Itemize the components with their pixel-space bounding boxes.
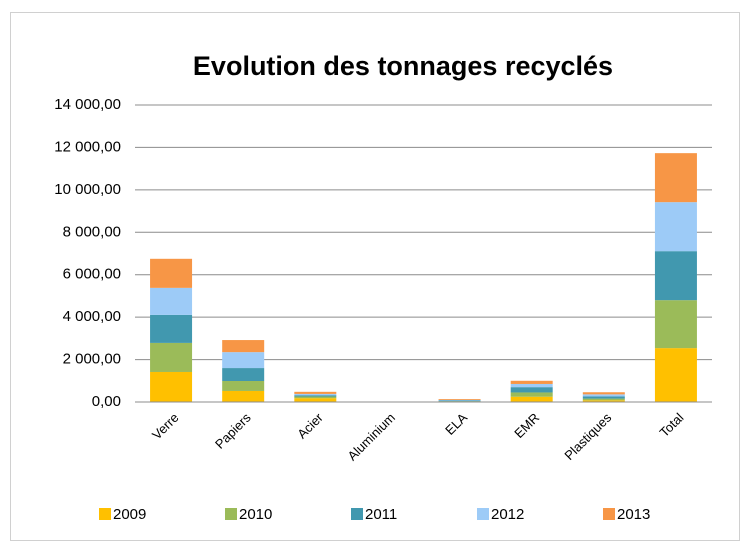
legend-label: 2009: [113, 506, 146, 523]
bar-segment: [294, 396, 337, 399]
legend-label: 2013: [617, 506, 650, 523]
bar-segment: [438, 399, 481, 400]
bar-segment: [294, 393, 337, 396]
bar-segment: [582, 396, 625, 399]
bar-segment: [510, 392, 553, 397]
chart-title: Evolution des tonnages recyclés: [193, 51, 613, 81]
bar-segment: [654, 153, 697, 203]
legend-swatch: [603, 508, 615, 520]
chart-border: [10, 12, 740, 541]
bar-segment: [150, 371, 193, 402]
bar-segment: [582, 398, 625, 401]
bar-segment: [654, 300, 697, 349]
bar-segment: [222, 390, 265, 402]
bar-segment: [222, 380, 265, 391]
bar-segment: [222, 368, 265, 381]
y-tick-label: 2 000,00: [63, 351, 121, 368]
bar-segment: [150, 342, 193, 372]
y-tick-label: 14 000,00: [54, 96, 121, 113]
bar-segment: [294, 391, 337, 394]
bar-segment: [582, 400, 625, 402]
bar-segment: [510, 380, 553, 384]
legend-label: 2011: [365, 506, 397, 523]
bar-segment: [654, 251, 697, 301]
y-tick-label: 6 000,00: [63, 266, 121, 283]
bar-segment: [582, 392, 625, 395]
bar-segment: [438, 400, 481, 402]
bar-segment: [294, 398, 337, 402]
bar-segment: [294, 395, 337, 397]
bar-segment: [150, 314, 193, 343]
legend-swatch: [225, 508, 237, 520]
y-tick-label: 0,00: [92, 393, 121, 410]
bar-segment: [654, 202, 697, 252]
bar-segment: [150, 287, 193, 315]
bar-segment: [582, 394, 625, 397]
bar-segment: [222, 340, 265, 353]
bar-segment: [510, 383, 553, 388]
bar-segment: [654, 348, 697, 402]
y-tick-label: 4 000,00: [63, 308, 121, 325]
bar-segment: [222, 352, 265, 369]
bar-segment: [150, 258, 193, 288]
y-tick-label: 12 000,00: [54, 138, 121, 155]
bar-segment: [510, 387, 553, 393]
legend-swatch: [99, 508, 111, 520]
legend-label: 2012: [491, 506, 524, 523]
legend-label: 2010: [239, 506, 272, 523]
legend-swatch: [477, 508, 489, 520]
y-tick-label: 8 000,00: [63, 223, 121, 240]
y-tick-label: 10 000,00: [54, 181, 121, 198]
bar-segment: [438, 399, 481, 401]
legend-swatch: [351, 508, 363, 520]
bar-segment: [510, 396, 553, 402]
